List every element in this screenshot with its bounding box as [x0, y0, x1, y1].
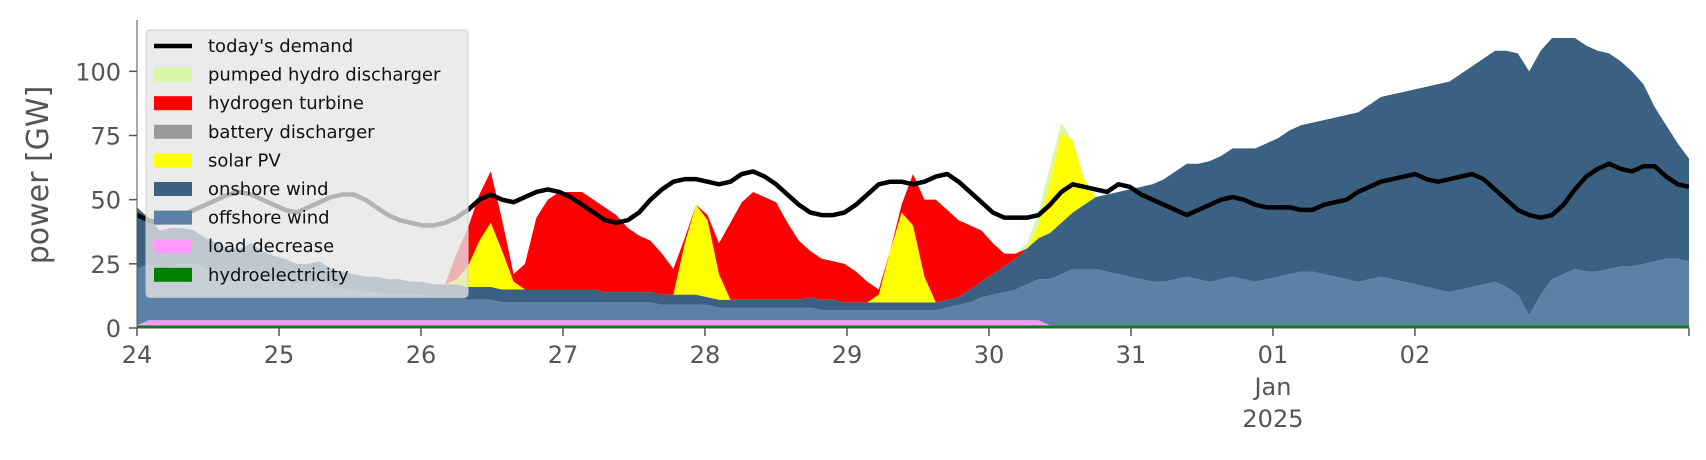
legend-label: battery discharger [208, 122, 375, 143]
x-tick-label: 24 [122, 341, 153, 369]
x-tick-label: 25 [264, 341, 295, 369]
x-tick-sublabel-year: 2025 [1242, 405, 1303, 433]
legend-label: hydrogen turbine [208, 93, 364, 114]
x-tick-sublabel-month: Jan [1252, 373, 1291, 401]
x-tick-label: 01 [1258, 341, 1289, 369]
legend-label: offshore wind [208, 208, 330, 229]
legend-label: solar PV [208, 150, 281, 171]
area-onshore-wind [137, 37, 1689, 316]
area-solar-pv [137, 37, 1689, 303]
x-tick-label: 27 [548, 341, 579, 369]
legend-swatch [154, 67, 192, 82]
legend-label: hydroelectricity [208, 265, 349, 286]
legend-swatch [154, 267, 192, 282]
legend-swatch [154, 153, 192, 168]
axes: 0 25 50 75 100 24 25 26 27 28 29 30 31 01 Jan 2025 02 [75, 20, 1690, 433]
plot-area [137, 37, 1689, 328]
x-tick-label: 02 [1400, 341, 1431, 369]
x-tick-label: 26 [406, 341, 437, 369]
legend-swatch [154, 210, 192, 225]
legend-swatch [154, 124, 192, 139]
area-hydroelectricity [137, 325, 1689, 328]
x-tick-label: 28 [690, 341, 721, 369]
y-tick-label: 100 [75, 58, 121, 86]
legend-label: pumped hydro discharger [208, 65, 441, 86]
x-tick-label: 31 [1116, 341, 1147, 369]
y-axis-label: power [GW] [21, 86, 56, 265]
legend-label: onshore wind [208, 179, 329, 200]
legend: today's demand pumped hydro discharger hyd… [145, 29, 469, 298]
y-tick-label: 50 [90, 187, 121, 215]
legend-label: load decrease [208, 236, 334, 257]
legend-swatch [154, 182, 192, 196]
area-offshore-wind [137, 258, 1689, 326]
y-tick-label: 25 [90, 251, 121, 279]
legend-label: today's demand [208, 36, 353, 57]
area-load-decrease [137, 320, 1689, 326]
legend-box [145, 29, 469, 298]
y-tick-label: 0 [106, 315, 121, 343]
y-tick-label: 75 [90, 123, 121, 151]
legend-swatch [154, 239, 192, 254]
x-tick-label: 29 [832, 341, 863, 369]
legend-swatch [154, 96, 192, 111]
x-tick-label: 30 [974, 341, 1005, 369]
